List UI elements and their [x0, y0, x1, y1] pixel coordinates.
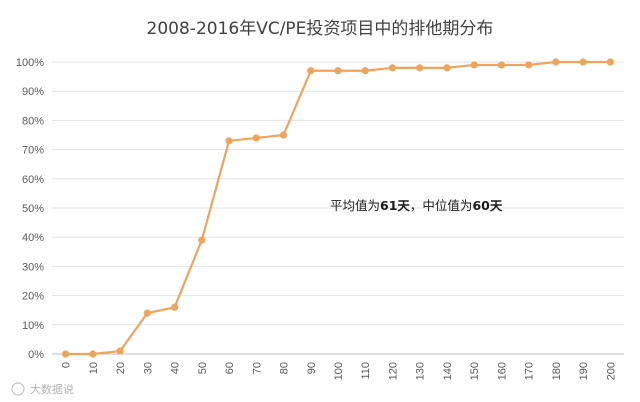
data-point — [497, 61, 506, 69]
y-tick-label: 10% — [22, 320, 44, 332]
y-tick-label: 40% — [22, 232, 44, 244]
watermark: 大数据说 — [11, 382, 74, 396]
data-point — [143, 309, 151, 317]
annotation-mean-value: 61天 — [380, 198, 410, 213]
y-tick-label: 20% — [22, 291, 44, 303]
data-point — [252, 134, 260, 142]
y-tick-label: 0% — [28, 349, 44, 361]
x-tick-label: 150 — [469, 362, 481, 380]
data-point — [579, 58, 587, 66]
data-point — [62, 350, 70, 358]
y-tick-label: 70% — [22, 145, 44, 157]
data-point — [116, 347, 124, 355]
x-tick-label: 160 — [496, 362, 508, 380]
x-tick-label: 20 — [115, 362, 127, 374]
y-tick-label: 100% — [16, 57, 44, 69]
watermark-logo-icon — [11, 382, 25, 396]
x-tick-label: 170 — [524, 362, 536, 380]
y-tick-label: 50% — [22, 203, 44, 215]
x-tick-label: 110 — [360, 362, 372, 380]
data-point — [470, 61, 478, 69]
annotation-middle: ，中位值为 — [410, 198, 473, 213]
data-point — [388, 64, 397, 72]
x-tick-label: 180 — [551, 362, 563, 380]
chart-title: 2008-2016年VC/PE投资项目中的排他期分布 — [147, 19, 494, 39]
stats-annotation: 平均值为61天，中位值为60天 — [330, 198, 503, 213]
x-tick-label: 130 — [415, 362, 427, 380]
gridlines — [52, 61, 624, 355]
watermark-text: 大数据说 — [30, 382, 74, 396]
data-point — [525, 61, 533, 69]
x-tick-label: 10 — [88, 362, 100, 374]
x-tick-label: 190 — [578, 362, 590, 380]
x-tick-label: 140 — [442, 362, 454, 380]
x-axis-ticks: 0 10 20 30 40 50 60 70 80 90 100 110 120 130 140 150 160… — [61, 362, 618, 380]
y-axis-ticks: 0% 10% 20% 30% 40% 50% 60% 70% 80% 90% 100% — [16, 57, 44, 361]
data-point — [279, 131, 288, 139]
x-tick-label: 40 — [170, 362, 182, 374]
data-point — [606, 58, 614, 66]
x-tick-label: 70 — [251, 362, 263, 374]
data-point — [307, 67, 315, 75]
y-tick-label: 30% — [22, 261, 44, 273]
series-layer — [62, 58, 614, 358]
data-point — [552, 58, 560, 66]
annotation-median-value: 60天 — [472, 198, 502, 213]
x-tick-label: 120 — [387, 362, 399, 380]
y-tick-label: 90% — [22, 86, 44, 98]
data-point — [89, 350, 97, 358]
data-point — [361, 67, 369, 75]
x-tick-label: 0 — [61, 362, 73, 368]
x-tick-label: 80 — [279, 362, 291, 374]
x-tick-label: 30 — [142, 362, 154, 374]
data-point — [334, 67, 342, 75]
x-tick-label: 60 — [224, 362, 236, 374]
annotation-prefix: 平均值为 — [330, 198, 380, 213]
data-point — [225, 137, 233, 145]
x-tick-label: 100 — [333, 362, 345, 380]
data-point — [198, 236, 206, 244]
y-tick-label: 80% — [22, 115, 44, 127]
x-tick-label: 50 — [197, 362, 209, 374]
data-point — [170, 303, 179, 311]
y-tick-label: 60% — [22, 174, 44, 186]
data-point — [416, 64, 424, 72]
x-tick-label: 90 — [306, 362, 318, 374]
x-tick-label: 200 — [605, 362, 617, 380]
data-point — [443, 64, 451, 72]
